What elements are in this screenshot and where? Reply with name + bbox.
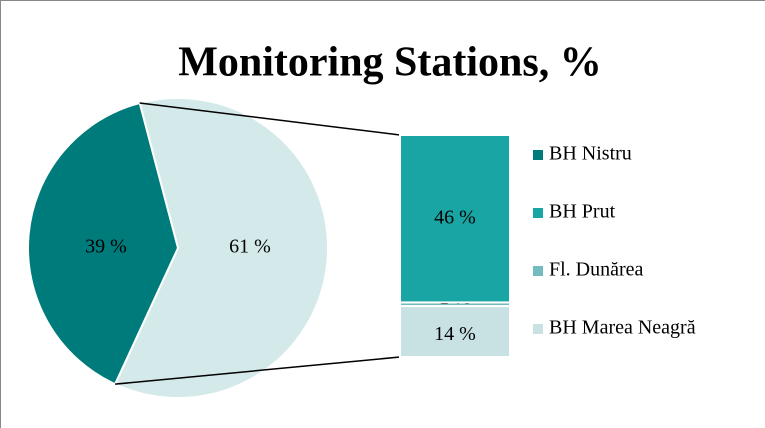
legend-label: BH Prut bbox=[549, 201, 616, 223]
legend-label: BH Marea Neagră bbox=[549, 317, 696, 339]
legend-label: BH Nistru bbox=[549, 143, 632, 165]
legend-swatch bbox=[533, 150, 543, 160]
data-label: 39 % bbox=[85, 236, 127, 258]
pie-slice bbox=[113, 97, 329, 399]
bar-segment bbox=[399, 305, 511, 359]
connector-line bbox=[115, 356, 401, 385]
connector-line bbox=[139, 102, 401, 136]
legend-swatch bbox=[533, 208, 543, 218]
pie-slice bbox=[27, 101, 180, 386]
bar-segment bbox=[399, 134, 511, 304]
legend-label: Fl. Dunărea bbox=[549, 259, 644, 281]
data-label: 14 % bbox=[434, 323, 476, 345]
chart-title: Monitoring Stations, % bbox=[178, 40, 602, 86]
legend-swatch bbox=[533, 266, 543, 276]
data-label: 46 % bbox=[434, 206, 476, 228]
data-label: 61 % bbox=[229, 236, 271, 258]
legend-swatch bbox=[533, 324, 543, 334]
